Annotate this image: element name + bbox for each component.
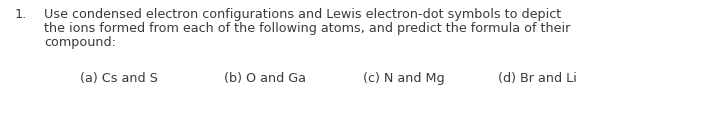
Text: (d) Br and Li: (d) Br and Li <box>498 71 577 84</box>
Text: the ions formed from each of the following atoms, and predict the formula of the: the ions formed from each of the followi… <box>44 22 570 35</box>
Text: compound:: compound: <box>44 36 116 49</box>
Text: Use condensed electron configurations and Lewis electron-dot symbols to depict: Use condensed electron configurations an… <box>44 8 562 21</box>
Text: 1.: 1. <box>15 8 27 21</box>
Text: (a) Cs and S: (a) Cs and S <box>80 71 158 84</box>
Text: (b) O and Ga: (b) O and Ga <box>224 71 306 84</box>
Text: (c) N and Mg: (c) N and Mg <box>363 71 444 84</box>
